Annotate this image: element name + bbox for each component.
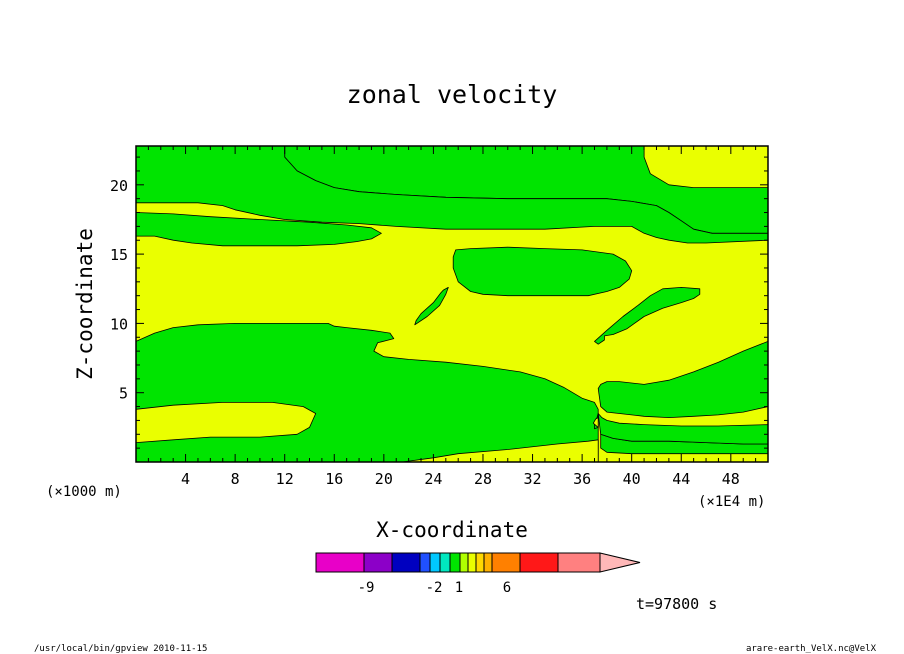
- x-tick-label-32: 32: [524, 470, 542, 488]
- x-tick-label-8: 8: [231, 470, 240, 488]
- footer-right: arare-earth_VelX.nc@VelX: [746, 644, 877, 654]
- colorbar-swatch-13: [557, 552, 601, 573]
- x-tick-label-28: 28: [474, 470, 492, 488]
- colorbar-swatch-0: [315, 552, 365, 573]
- colorbar-swatch-8: [467, 552, 477, 573]
- y-tick-label-5: 5: [119, 385, 128, 403]
- colorbar-swatch-12: [519, 552, 559, 573]
- colorbar-swatch-11: [491, 552, 521, 573]
- colorbar-swatch-9: [475, 552, 485, 573]
- negative-region-5: [135, 322, 599, 463]
- y-axis-label: Z-coordinate: [73, 228, 97, 380]
- colorbar: [315, 552, 641, 573]
- colorbar-swatch-1: [363, 552, 393, 573]
- colorbar-labels: -9 -2 1 6: [358, 580, 512, 596]
- positive-island-1: [592, 417, 599, 428]
- time-label: t=97800 s: [636, 595, 717, 613]
- x-tick-label-48: 48: [722, 470, 740, 488]
- colorbar-label-1: -2: [426, 580, 443, 596]
- chart-title: zonal velocity: [347, 80, 558, 109]
- x-axis-ticks: 4 8 12 16 20 24 28 32 36 40 44 48: [147, 146, 757, 488]
- colorbar-swatch-4: [429, 552, 441, 573]
- y-axis-ticks: 5 10 15 20: [110, 156, 768, 449]
- x-unit-right: (×1E4 m): [698, 494, 765, 510]
- contour-regions: [135, 145, 769, 463]
- colorbar-swatch-7: [459, 552, 469, 573]
- x-axis-label: X-coordinate: [376, 518, 528, 542]
- negative-region-10: [594, 286, 701, 345]
- negative-region-3: [452, 246, 633, 297]
- x-tick-label-12: 12: [276, 470, 294, 488]
- footer-left: /usr/local/bin/gpview 2010-11-15: [34, 644, 207, 654]
- plot-frame: [135, 145, 769, 463]
- colorbar-label-0: -9: [358, 580, 375, 596]
- colorbar-swatch-6: [449, 552, 461, 573]
- x-tick-label-40: 40: [623, 470, 641, 488]
- colorbar-arrow: [599, 552, 641, 573]
- x-tick-label-20: 20: [375, 470, 393, 488]
- negative-region-2: [135, 212, 382, 247]
- x-tick-label-36: 36: [573, 470, 591, 488]
- x-tick-label-24: 24: [424, 470, 442, 488]
- y-tick-label-15: 15: [110, 246, 128, 264]
- negative-region-4: [414, 286, 449, 326]
- x-unit-left: (×1000 m): [46, 484, 122, 500]
- x-tick-label-4: 4: [181, 470, 190, 488]
- colorbar-swatch-10: [483, 552, 493, 573]
- y-tick-label-10: 10: [110, 315, 128, 333]
- colorbar-label-2: 1: [455, 580, 463, 596]
- colorbar-swatch-5: [439, 552, 451, 573]
- colorbar-swatch-2: [391, 552, 421, 573]
- x-tick-label-16: 16: [325, 470, 343, 488]
- positive-island-0: [401, 439, 599, 463]
- colorbar-label-3: 6: [503, 580, 511, 596]
- y-tick-label-20: 20: [110, 177, 128, 195]
- x-tick-label-44: 44: [672, 470, 690, 488]
- colorbar-swatch-3: [419, 552, 431, 573]
